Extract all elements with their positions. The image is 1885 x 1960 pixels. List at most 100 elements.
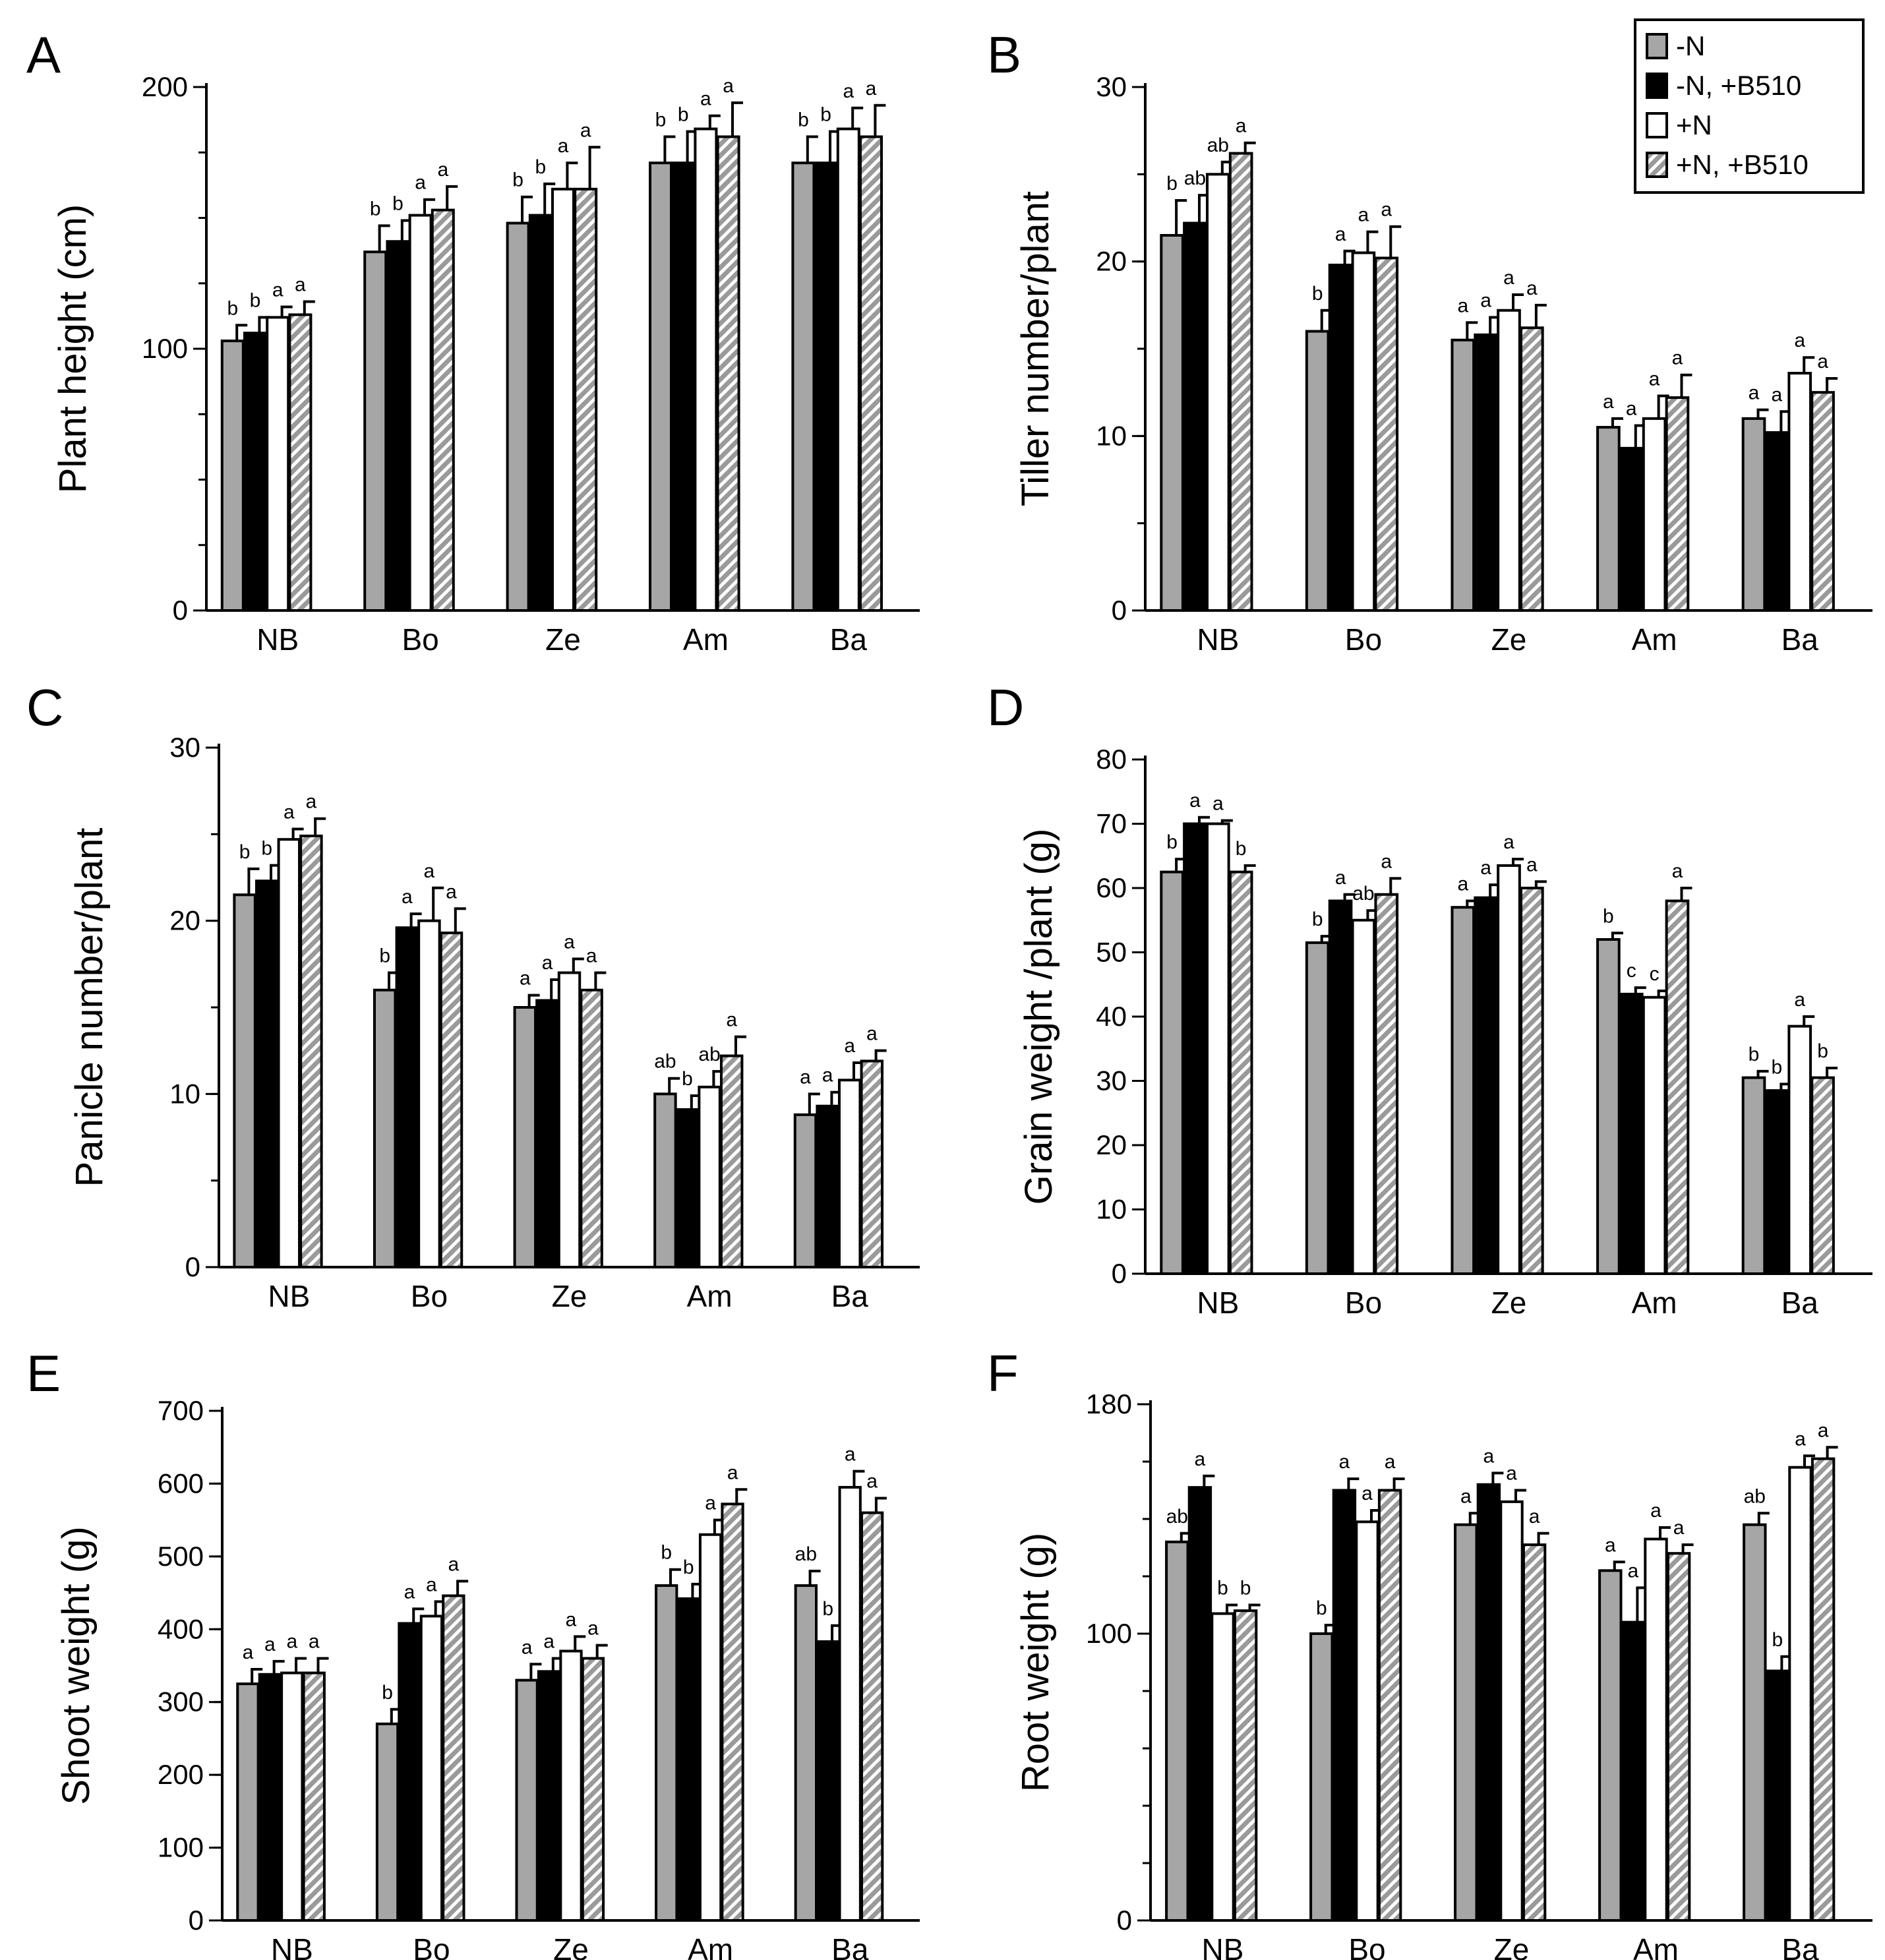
bar	[1810, 391, 1835, 612]
significance-letter: a	[1480, 289, 1491, 311]
significance-letter: a	[1339, 1451, 1350, 1473]
significance-letter: a	[1212, 793, 1224, 815]
y-tick-label: 0	[185, 1251, 200, 1282]
bar	[442, 1594, 465, 1922]
y-tick-label: 10	[169, 1078, 200, 1109]
y-tick-label: 700	[158, 1395, 204, 1426]
legend-swatch	[1646, 33, 1668, 59]
bar	[535, 999, 559, 1268]
bar	[302, 1671, 326, 1922]
bar	[1205, 173, 1230, 612]
bar	[233, 893, 256, 1269]
legend-label: -N, +B510	[1676, 70, 1801, 101]
bar	[675, 1108, 700, 1269]
bar	[1160, 870, 1184, 1275]
significance-letter: c	[1627, 960, 1636, 982]
y-tick-label: 200	[158, 1759, 204, 1790]
bar	[1187, 1486, 1212, 1922]
bar	[1788, 1466, 1812, 1922]
significance-letter: b	[535, 156, 546, 178]
bar	[1451, 338, 1476, 612]
bar	[1377, 1489, 1402, 1922]
significance-letter: a	[402, 886, 413, 908]
significance-letter: a	[1236, 115, 1247, 137]
significance-letter: b	[798, 109, 809, 131]
significance-letter: b	[661, 1542, 672, 1564]
significance-letter: a	[286, 1630, 297, 1652]
significance-letter: a	[1335, 867, 1346, 889]
x-tick-label: Am	[688, 1932, 733, 1960]
x-tick-label: Ze	[1494, 1932, 1530, 1960]
significance-letter: a	[1794, 330, 1805, 351]
bar	[1665, 396, 1690, 612]
significance-letter: a	[543, 1630, 554, 1652]
y-tick-label: 20	[1096, 1129, 1127, 1160]
significance-letter: b	[678, 104, 689, 125]
bar	[1309, 1632, 1334, 1922]
x-tick-label: Bo	[1345, 1286, 1382, 1320]
bar	[1355, 1520, 1379, 1922]
significance-letter: a	[1460, 1485, 1472, 1507]
bar	[858, 135, 883, 612]
panel-letter: E	[26, 1344, 61, 1402]
y-tick-label: 60	[1096, 872, 1127, 903]
bar	[1233, 1609, 1258, 1922]
significance-letter: a	[845, 1444, 856, 1466]
x-tick-label: Bo	[1348, 1932, 1385, 1960]
significance-letter: b	[1236, 838, 1247, 860]
bar	[1374, 893, 1399, 1275]
significance-letter: b	[682, 1068, 693, 1090]
significance-letter: a	[727, 1462, 738, 1483]
x-tick-label: Ze	[1491, 622, 1527, 657]
bar	[375, 1722, 400, 1922]
bar	[1499, 1500, 1524, 1922]
bar	[716, 135, 740, 612]
bar	[277, 838, 301, 1269]
y-tick-label: 500	[158, 1541, 204, 1572]
significance-letter: a	[404, 1581, 415, 1603]
bar	[1522, 1543, 1547, 1922]
y-tick-label: 10	[1096, 1194, 1127, 1225]
panel-letter: B	[987, 26, 1021, 84]
bar	[299, 834, 323, 1268]
panel-letter: C	[26, 678, 63, 736]
x-tick-label: Am	[1632, 1286, 1677, 1320]
significance-letter: a	[843, 80, 854, 102]
bar	[1644, 1537, 1668, 1922]
significance-letter: b	[379, 945, 390, 966]
bar	[1520, 887, 1544, 1275]
significance-letter: a	[1628, 1560, 1639, 1582]
bar	[254, 879, 279, 1268]
bar	[793, 1113, 818, 1269]
bar	[1619, 992, 1644, 1275]
bar	[363, 251, 388, 612]
significance-letter: a	[1195, 1448, 1206, 1470]
bar	[1642, 417, 1667, 612]
significance-letter: a	[586, 945, 597, 966]
significance-letter: a	[415, 172, 426, 194]
significance-letter: a	[284, 801, 295, 823]
bar	[515, 1678, 539, 1922]
significance-letter: ab	[1352, 883, 1374, 905]
y-tick-label: 600	[158, 1468, 204, 1499]
significance-letter: a	[705, 1493, 716, 1514]
bar	[719, 1054, 744, 1268]
bar	[649, 162, 673, 612]
significance-letter: a	[424, 860, 435, 882]
bar	[1454, 1523, 1478, 1922]
bar	[1476, 1483, 1501, 1922]
significance-letter: b	[261, 838, 272, 860]
y-axis-label: Shoot weight (g)	[55, 1526, 98, 1804]
bar	[698, 1085, 721, 1268]
x-tick-label: Ze	[552, 1279, 587, 1313]
x-tick-label: NB	[1197, 622, 1239, 657]
bar	[551, 187, 576, 612]
bar	[408, 214, 433, 612]
y-tick-label: 200	[142, 71, 188, 102]
legend: -N -N, +B510 +N +N, +B510	[1634, 18, 1865, 194]
significance-letter: a	[723, 75, 734, 97]
panel-e: E Shoot weight (g) 0 100 200 300 400 500 600 700 a…	[26, 1344, 920, 1960]
significance-letter: a	[295, 274, 306, 296]
